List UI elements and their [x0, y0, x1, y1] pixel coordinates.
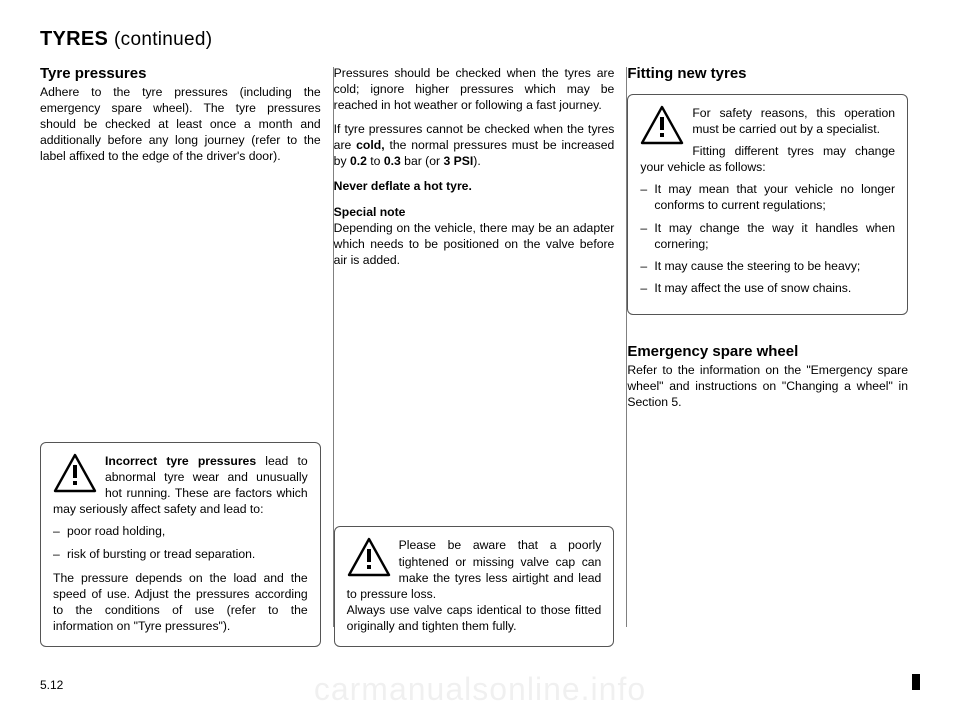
- callout-item: poor road holding,: [53, 523, 308, 539]
- spare-heading: Emergency spare wheel: [627, 343, 908, 360]
- fitting-item: It may change the way it handles when co…: [640, 220, 895, 252]
- fitting-item: It may cause the steering to be heavy;: [640, 258, 895, 274]
- special-note-head: Special note: [334, 204, 615, 220]
- txt: 0.2: [350, 154, 367, 168]
- column-3: Fitting new tyres For safety reasons, th…: [627, 65, 920, 655]
- tyre-pressures-heading: Tyre pressures: [40, 65, 321, 82]
- txt: bar (or: [401, 154, 444, 168]
- fitting-callout: For safety reasons, this operation must …: [627, 94, 908, 315]
- fitting-lead2: Fitting different tyres may change your …: [640, 143, 895, 175]
- columns: Tyre pressures Adhere to the tyre pressu…: [40, 65, 920, 655]
- incorrect-pressure-callout: Incorrect tyre pressures lead to abnorma…: [40, 442, 321, 647]
- warning-icon: [53, 453, 97, 493]
- title-main: TYRES: [40, 28, 114, 50]
- col2-p1: Pressures should be checked when the tyr…: [334, 65, 615, 113]
- special-note-body: Depending on the vehicle, there may be a…: [334, 220, 615, 268]
- txt: 3 PSI: [443, 154, 473, 168]
- page-title: TYRES (continued): [40, 28, 920, 51]
- txt: ).: [473, 154, 480, 168]
- page-marker: [912, 674, 920, 690]
- col2-p2: If tyre pressures cannot be checked when…: [334, 121, 615, 169]
- fitting-list: It may mean that your vehicle no longer …: [640, 181, 895, 296]
- txt: to: [367, 154, 384, 168]
- txt: cold,: [356, 138, 384, 152]
- txt: 0.3: [384, 154, 401, 168]
- spare-body: Refer to the information on the "Emergen…: [627, 362, 908, 410]
- page-number: 5.12: [40, 678, 63, 692]
- valve-p2: Always use valve caps identical to those…: [347, 602, 602, 634]
- callout-tail: The pressure depends on the load and the…: [53, 570, 308, 634]
- fitting-item: It may affect the use of snow chains.: [640, 280, 895, 296]
- callout-list: poor road holding, risk of bursting or t…: [53, 523, 308, 561]
- manual-page: TYRES (continued) Tyre pressures Adhere …: [0, 0, 960, 710]
- fitting-heading: Fitting new tyres: [627, 65, 908, 82]
- fitting-item: It may mean that your vehicle no longer …: [640, 181, 895, 213]
- column-1: Tyre pressures Adhere to the tyre pressu…: [40, 65, 333, 655]
- col2-never-deflate: Never deflate a hot tyre.: [334, 178, 615, 194]
- warning-icon: [640, 105, 684, 145]
- title-continued: (continued): [114, 29, 212, 50]
- column-2: Pressures should be checked when the tyr…: [334, 65, 627, 655]
- callout-item: risk of bursting or tread separation.: [53, 546, 308, 562]
- tyre-pressures-intro: Adhere to the tyre pressures (including …: [40, 84, 321, 164]
- watermark: carmanualsonline.info: [0, 671, 960, 708]
- warning-icon: [347, 537, 391, 577]
- valve-cap-callout: Please be aware that a poorly tightened …: [334, 526, 615, 647]
- callout-lead-bold: Incorrect tyre pressures: [105, 454, 256, 468]
